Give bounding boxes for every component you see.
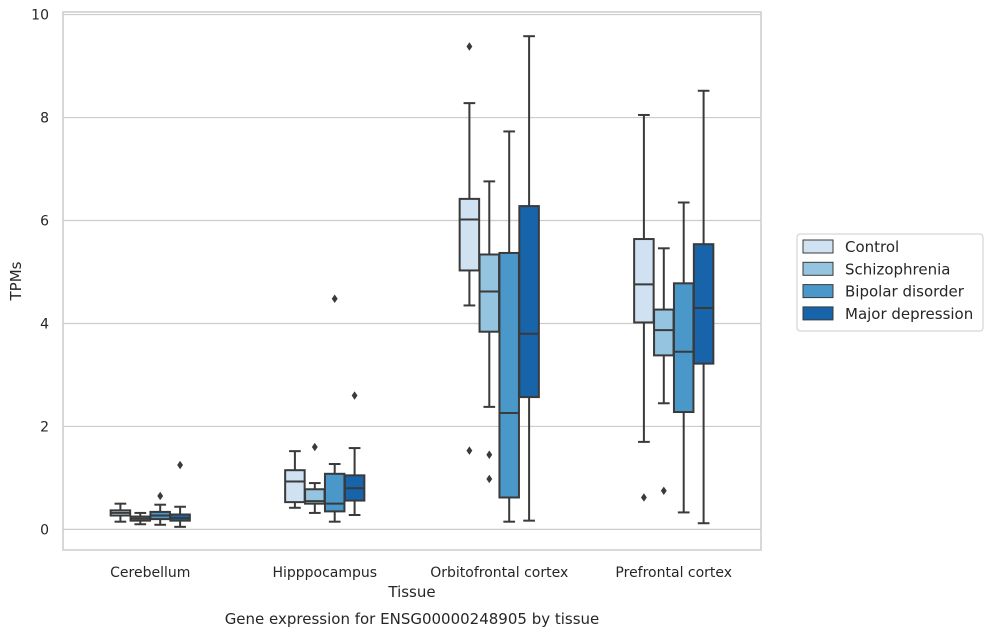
iqr-box [284,469,306,504]
y-tick-label: 10 [31,8,49,24]
outlier-point [640,493,647,502]
legend: Control Schizophrenia Bipolar disorder Majo… [796,233,984,332]
box-major-depression [169,460,191,528]
box-schizophrenia [478,180,501,484]
box-major-depression [343,391,366,516]
iqr-box [518,205,540,399]
box-major-depression [518,35,540,522]
legend-item: Control [802,238,899,256]
outlier-point [351,391,358,400]
y-tick-label: 2 [40,419,49,435]
box-control [633,113,655,502]
legend-label: Schizophrenia [845,260,950,278]
legend-frame [796,233,984,332]
legend-label: Bipolar disorder [845,283,965,301]
outlier-point [331,294,338,303]
y-tick-label: 6 [40,214,49,230]
y-tick-label: 0 [40,522,49,538]
legend-item: Bipolar disorder [802,283,965,301]
iqr-box [672,282,695,414]
box-control [458,42,481,455]
box-bipolar-disorder [498,130,520,523]
x-tick-label: Cerebellum [110,565,190,581]
box-control [284,450,306,509]
iqr-box [653,308,675,357]
y-tick-label: 4 [40,316,49,332]
legend-label: Control [845,238,899,256]
outlier-point [311,442,318,452]
x-tick-label: Prefrontal cortex [615,565,732,581]
outlier-point [486,450,493,459]
category-group [284,294,366,523]
iqr-box [478,253,501,333]
x-tick-label: Hipppocampus [272,565,377,581]
box-bipolar-disorder [323,294,346,523]
chart-caption: Gene expression for ENSG00000248905 by t… [225,610,600,628]
box-groups [109,35,715,528]
legend-swatch [802,306,834,321]
legend-label: Major depression [845,305,973,323]
x-axis-label: Tissue [387,583,435,601]
gridlines [63,13,761,531]
category-group [633,89,715,525]
box-schizophrenia [653,247,675,495]
category-group [109,460,191,528]
iqr-box [692,243,715,365]
iqr-box [633,238,655,324]
legend-swatch [802,284,834,299]
iqr-box [458,197,481,272]
legend-item: Schizophrenia [802,260,950,278]
box-bipolar-disorder [149,491,171,526]
box-major-depression [692,89,715,525]
legend-item: Major depression [802,305,973,323]
x-tick-label: Orbitofrontal cortex [430,565,568,581]
outlier-point [177,460,184,470]
outlier-point [466,42,473,51]
y-tick-label: 8 [40,111,49,127]
legend-swatch [802,261,834,276]
outlier-point [157,491,164,501]
y-axis-label: TPMs [7,261,25,301]
box-schizophrenia [129,511,152,526]
outlier-point [466,446,473,455]
plot-area-frame [62,11,762,551]
y-axis-ticks: 0 2 4 6 8 10 [31,8,49,539]
iqr-box [498,251,520,499]
outlier-point [660,486,667,495]
x-axis-ticks: Cerebellum Hipppocampus Orbitofrontal cort… [110,565,732,581]
category-group [458,35,540,523]
iqr-box [323,472,346,513]
legend-swatch [802,239,834,254]
outlier-point [486,474,493,484]
box-bipolar-disorder [672,201,695,514]
box-schizophrenia [304,442,326,514]
box-control [109,502,132,523]
